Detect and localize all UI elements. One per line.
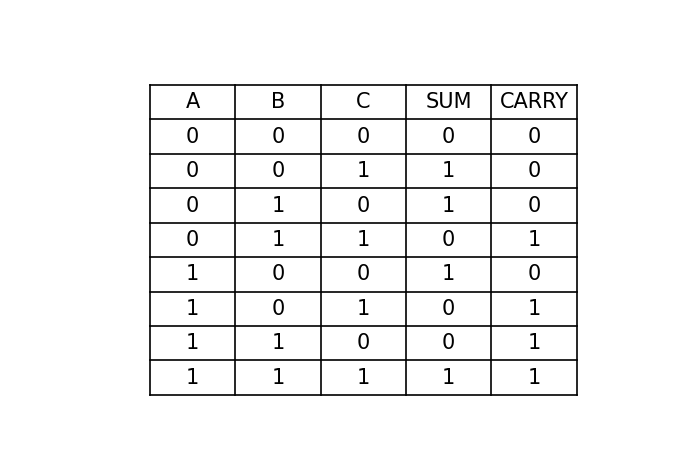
Text: 1: 1 (527, 368, 541, 388)
Text: 0: 0 (442, 127, 455, 146)
Text: 0: 0 (527, 127, 541, 146)
Text: 0: 0 (271, 127, 285, 146)
Text: 0: 0 (527, 161, 541, 181)
Text: 1: 1 (356, 368, 370, 388)
Text: C: C (356, 92, 371, 112)
Text: 1: 1 (186, 299, 200, 319)
Text: 1: 1 (442, 264, 455, 285)
Text: 1: 1 (442, 196, 455, 215)
Text: 1: 1 (186, 368, 200, 388)
Text: 0: 0 (186, 230, 200, 250)
Text: 1: 1 (356, 299, 370, 319)
Text: A: A (186, 92, 200, 112)
Text: 1: 1 (442, 368, 455, 388)
Text: 0: 0 (356, 196, 370, 215)
Text: 1: 1 (271, 196, 285, 215)
Text: 0: 0 (527, 196, 541, 215)
Text: 1: 1 (271, 368, 285, 388)
Text: 1: 1 (356, 161, 370, 181)
Text: 0: 0 (356, 127, 370, 146)
Text: 1: 1 (186, 264, 200, 285)
Text: 1: 1 (186, 333, 200, 353)
Text: 1: 1 (527, 299, 541, 319)
Text: 1: 1 (527, 230, 541, 250)
Text: 1: 1 (271, 230, 285, 250)
Text: CARRY: CARRY (499, 92, 568, 112)
Text: 0: 0 (527, 264, 541, 285)
Text: 0: 0 (186, 196, 200, 215)
Text: 1: 1 (271, 333, 285, 353)
Text: 0: 0 (186, 161, 200, 181)
Text: 0: 0 (442, 299, 455, 319)
Text: SUM: SUM (425, 92, 472, 112)
Text: 1: 1 (442, 161, 455, 181)
Text: 0: 0 (442, 230, 455, 250)
Text: 0: 0 (186, 127, 200, 146)
Text: 0: 0 (271, 264, 285, 285)
Text: 1: 1 (356, 230, 370, 250)
Text: 1: 1 (527, 333, 541, 353)
Text: 0: 0 (271, 299, 285, 319)
Text: 0: 0 (356, 264, 370, 285)
Text: B: B (271, 92, 285, 112)
Text: 0: 0 (442, 333, 455, 353)
Text: 0: 0 (271, 161, 285, 181)
Text: 0: 0 (356, 333, 370, 353)
